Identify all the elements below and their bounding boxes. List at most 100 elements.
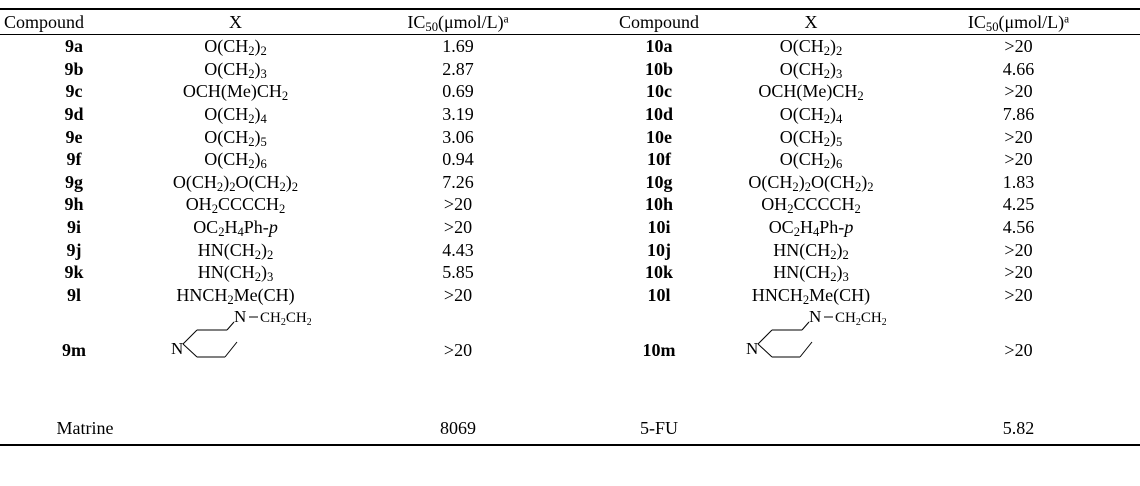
compound-id: 9l [66,284,81,305]
table-row: 9a O(CH2)2 1.69 10a O(CH2)2 >20 [0,35,1140,59]
ic50-value: >20 [1004,284,1033,305]
compound-id: 10b [644,58,673,79]
compound-id: 10l [647,284,671,305]
ic50-value: 5.85 [442,262,474,283]
ic50-value: 4.25 [1002,194,1035,215]
compound-id: 10i [647,217,671,238]
header-x-2: X [725,8,897,35]
compound-id: 9a [65,36,83,57]
substituent-x: HN(CH2)3 [773,262,849,285]
compound-id: 10m [642,340,676,361]
compound-id: 10h [644,194,673,215]
substituent-x: O(CH2)5 [779,126,843,149]
substituent-x: OC2H4Ph-p [193,217,278,240]
substituent-x: OCH(Me)CH2 [182,81,289,104]
header-x-1: X [148,8,323,35]
compound-id: 9j [66,239,82,260]
ic50-value: 8069 [323,360,593,447]
ic50-value: 3.06 [442,126,474,147]
table-body: 9a O(CH2)2 1.69 10a O(CH2)2 >20 9b O(CH2)3 2.87 1… [0,35,1140,447]
table-row: 9b O(CH2)3 2.87 10b O(CH2)3 4.66 [0,58,1140,82]
substituent-x: O(CH2)2O(CH2)2 [748,171,874,194]
header-compound-1: Compound [0,8,148,35]
ic50-value: 4.43 [442,239,474,260]
substituent-x: O(CH2)3 [204,58,267,82]
header-row: Compound X IC50(μmol/L)a Compound X IC50… [0,8,1140,35]
ic50-value: 3.19 [442,104,474,125]
substituent-x: HN(CH2)2 [773,239,849,262]
ic50-value: 7.26 [442,171,474,192]
ic50-value: >20 [1004,126,1033,147]
compound-id: 9m [62,340,86,361]
ic50-value: 7.86 [1002,104,1035,125]
compound-id: 9k [64,262,84,283]
nitrogen-right-label: N [809,308,821,326]
ic50-value: 4.56 [1002,217,1035,238]
compound-id: 9d [64,104,84,125]
nitrogen-left-label: N [746,339,758,358]
compound-id: 10k [644,262,673,283]
compound-id: 10g [645,171,673,192]
piperazine-icon: N N CH2CH2 [746,308,886,358]
ic50-value: 0.69 [442,81,474,102]
reference-compound: 5-FU [593,360,725,447]
substituent-x: O(CH2)2 [779,36,843,59]
piperazine-icon: N N CH2CH2 [171,308,311,358]
substituent-x: O(CH2)2 [204,36,267,59]
compound-id: 10e [646,126,672,147]
ic50-value: 1.69 [442,36,474,57]
ic50-value: 0.94 [442,149,474,170]
chain-label: CH2CH2 [835,310,886,328]
table-row-reference: Matrine 8069 5-FU 5.82 [0,360,1140,447]
table-row: 9f O(CH2)6 0.94 10f O(CH2)6 >20 [0,148,1140,172]
empty-cell [725,360,897,447]
table-row: 9l HNCH2Me(CH) >20 10l HNCH2Me(CH) >20 [0,284,1140,307]
compound-id: 9g [65,171,83,192]
ic50-value: >20 [443,217,473,238]
substituent-x: OC2H4Ph-p [768,217,854,240]
substituent-x: HNCH2Me(CH) [751,284,871,307]
empty-cell [148,360,323,447]
substituent-x: OCH(Me)CH2 [758,81,864,104]
table-row-piperazine: 9m N N CH2CH2 >20 [0,306,1140,360]
substituent-x: O(CH2)2O(CH2)2 [172,171,299,194]
substituent-x: O(CH2)4 [779,104,843,127]
compound-id: 9i [66,217,81,238]
ic50-value: >20 [443,194,473,215]
ic50-value: >20 [1004,340,1033,361]
table-row: 9i OC2H4Ph-p >20 10i OC2H4Ph-p 4.56 [0,216,1140,240]
ic50-value: >20 [1004,262,1033,283]
compound-id: 9f [66,149,82,170]
table-row: 9g O(CH2)2O(CH2)2 7.26 10g O(CH2)2O(CH2)2 1.8… [0,171,1140,194]
header-compound-2: Compound [593,8,725,35]
ic50-value: >20 [443,340,473,361]
table-row: 9c OCH(Me)CH2 0.69 10c OCH(Me)CH2 >20 [0,80,1140,104]
table-row: 9k HN(CH2)3 5.85 10k HN(CH2)3 >20 [0,261,1140,285]
substituent-x: HN(CH2)3 [197,262,274,285]
substituent-x: OH2CCCCH2 [761,194,861,217]
nitrogen-right-label: N [234,308,246,326]
piperazine-structure: N N CH2CH2 [148,306,323,360]
table-row: 9e O(CH2)5 3.06 10e O(CH2)5 >20 [0,125,1140,148]
header-ic50-2: IC50(μmol/L)a [897,8,1140,35]
compound-id: 10j [647,239,671,260]
piperazine-structure: N N CH2CH2 [725,306,897,360]
ic50-value: >20 [1004,149,1033,170]
compound-id: 9b [64,58,84,79]
substituent-x: O(CH2)4 [204,104,267,127]
table-row: 9h OH2CCCCH2 >20 10h OH2CCCCH2 4.25 [0,193,1140,217]
nitrogen-left-label: N [171,339,183,358]
substituent-x: O(CH2)6 [204,149,267,172]
compound-id: 10c [646,81,672,102]
compound-id: 10f [647,149,671,170]
ic50-value: >20 [1004,36,1033,57]
ic50-value: >20 [1004,239,1033,260]
substituent-x: OH2CCCCH2 [185,194,286,217]
compound-id: 9c [65,81,83,102]
table-row: 9d O(CH2)4 3.19 10d O(CH2)4 7.86 [0,103,1140,127]
substituent-x: HN(CH2)2 [197,239,274,262]
ic50-value: >20 [443,284,473,305]
chain-label: CH2CH2 [260,310,311,328]
ic50-value: 4.66 [1002,58,1035,79]
ic50-table: Compound X IC50(μmol/L)a Compound X IC50… [0,8,1140,447]
